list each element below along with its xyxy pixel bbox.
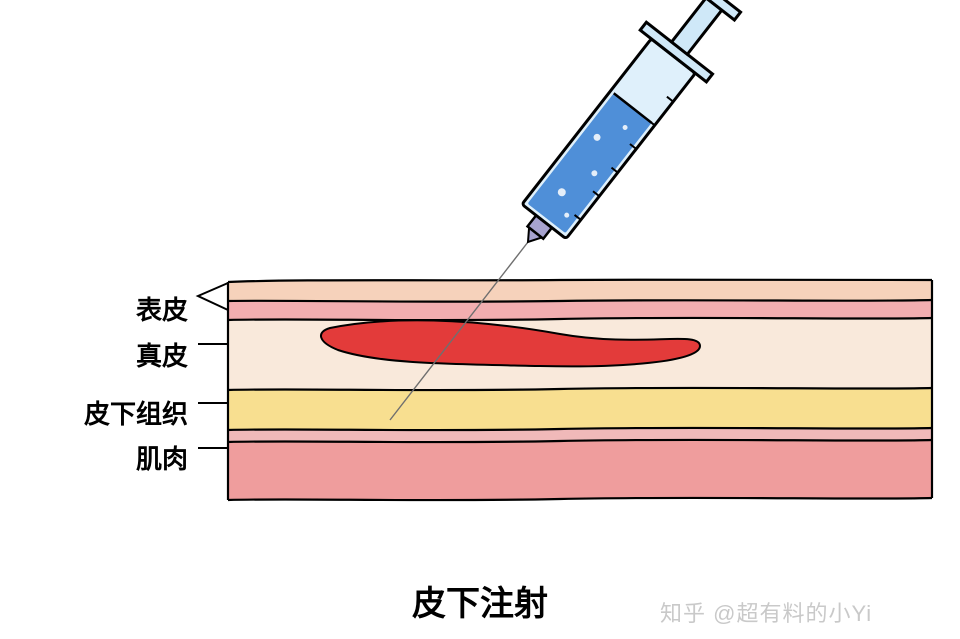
- syringe: [495, 0, 753, 268]
- label-subcutaneous: 皮下组织: [0, 394, 188, 431]
- label-epidermis: 表皮: [0, 290, 188, 327]
- label-leaders: [198, 283, 228, 448]
- syringe-fluid: [528, 93, 652, 233]
- plunger-rod: [672, 0, 722, 54]
- label-muscle: 肌肉: [0, 439, 188, 476]
- skin-block: [228, 280, 932, 500]
- layer-epidermis-lower: [228, 300, 932, 320]
- layer-subcutaneous: [228, 388, 932, 430]
- layer-epidermis-upper: [228, 280, 932, 302]
- watermark: 知乎 @超有料的小Yi: [660, 596, 872, 628]
- label-dermis: 真皮: [0, 336, 188, 373]
- diagram-stage: 表皮 真皮 皮下组织 肌肉 皮下注射 知乎 @超有料的小Yi: [0, 0, 960, 639]
- layer-muscle: [228, 440, 932, 500]
